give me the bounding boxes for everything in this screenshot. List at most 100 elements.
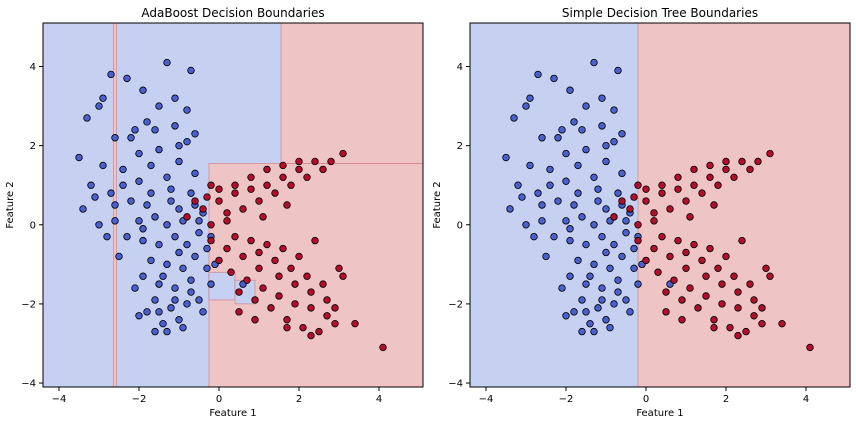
tree-point-class0-53 xyxy=(570,308,578,316)
adaboost-point-class1-9 xyxy=(199,205,207,213)
tree-point-class0-91 xyxy=(562,312,570,320)
tree-point-class1-0 xyxy=(706,173,714,182)
adaboost-point-class0-42 xyxy=(147,256,155,265)
adaboost-point-class1-57 xyxy=(291,280,299,288)
tree-panel: Simple Decision Tree Boundaries −4 −2 0 2 4−… xyxy=(432,6,851,419)
adaboost-region-1 xyxy=(208,163,424,388)
adaboost-point-class1-38 xyxy=(263,240,271,249)
adaboost-point-class1-50 xyxy=(251,296,259,304)
tree-point-class0-59 xyxy=(622,296,630,304)
tree-point-class0-24 xyxy=(554,134,562,142)
tree-point-class1-70 xyxy=(710,201,718,209)
adaboost-point-class0-83 xyxy=(171,296,179,304)
adaboost-point-class1-18 xyxy=(207,221,215,229)
tree-point-class0-63 xyxy=(634,280,642,288)
adaboost-point-class1-64 xyxy=(351,319,359,328)
adaboost-point-class1-58 xyxy=(307,288,315,296)
adaboost-point-class0-40 xyxy=(171,232,179,241)
tree-point-class1-50 xyxy=(678,296,686,304)
tree-point-class1-17 xyxy=(650,209,658,217)
tree-point-class0-25 xyxy=(574,161,582,170)
tree-point-class0-85 xyxy=(626,308,634,316)
tree-point-class1-69 xyxy=(686,213,694,221)
tree-point-class1-2 xyxy=(738,157,746,166)
adaboost-point-class0-24 xyxy=(127,134,135,142)
adaboost-point-class0-34 xyxy=(143,201,151,209)
tree-point-class1-23 xyxy=(722,157,730,166)
adaboost-xtick-label: 4 xyxy=(376,394,382,405)
tree-point-class1-12 xyxy=(714,181,722,189)
tree-point-class1-59 xyxy=(750,296,758,304)
tree-point-class1-1 xyxy=(722,165,730,174)
adaboost-point-class0-63 xyxy=(207,280,215,288)
tree-point-class0-60 xyxy=(622,228,630,237)
adaboost-point-class0-76 xyxy=(203,264,211,273)
adaboost-point-class1-54 xyxy=(315,327,323,336)
adaboost-point-class1-39 xyxy=(279,244,287,253)
adaboost-point-class0-75 xyxy=(195,217,203,225)
adaboost-point-class1-15 xyxy=(255,197,263,205)
adaboost-point-class1-37 xyxy=(247,236,255,245)
tree-point-class0-88 xyxy=(574,189,582,197)
tree-point-class0-3 xyxy=(534,70,542,79)
adaboost-point-class0-59 xyxy=(195,296,203,304)
tree-point-class1-18 xyxy=(634,221,642,229)
adaboost-point-class1-21 xyxy=(263,165,271,174)
adaboost-point-class0-1 xyxy=(95,102,103,110)
adaboost-point-class0-11 xyxy=(183,106,191,114)
adaboost-point-class0-29 xyxy=(91,193,99,201)
adaboost-point-class1-73 xyxy=(331,304,339,312)
tree-point-class1-66 xyxy=(682,264,690,273)
tree-point-class0-30 xyxy=(506,205,514,213)
tree-point-class1-24 xyxy=(642,185,650,193)
adaboost-point-class0-54 xyxy=(159,319,167,328)
tree-point-class1-55 xyxy=(758,319,766,328)
tree-point-class1-19 xyxy=(658,181,666,189)
adaboost-ytick-label: −2 xyxy=(21,299,36,310)
adaboost-point-class1-44 xyxy=(259,284,267,292)
tree-point-class0-69 xyxy=(542,252,550,261)
adaboost-point-class1-31 xyxy=(271,256,279,265)
tree-point-class1-5 xyxy=(690,181,698,189)
adaboost-point-class0-69 xyxy=(115,252,123,261)
tree-point-class1-49 xyxy=(662,288,670,296)
adaboost-point-class0-84 xyxy=(155,308,163,316)
adaboost-point-class0-14 xyxy=(191,130,199,138)
adaboost-point-class1-13 xyxy=(303,173,311,182)
tree-point-class0-40 xyxy=(598,232,606,241)
adaboost-point-class0-28 xyxy=(107,189,115,197)
adaboost-point-class1-1 xyxy=(295,165,303,174)
tree-point-class0-23 xyxy=(538,134,546,142)
adaboost-point-class1-29 xyxy=(239,252,247,261)
tree-point-class1-63 xyxy=(734,331,742,340)
tree-point-class1-13 xyxy=(730,173,738,182)
tree-point-class0-48 xyxy=(598,284,606,292)
tree-point-class1-68 xyxy=(630,193,638,201)
adaboost-point-class0-68 xyxy=(123,232,131,241)
adaboost-point-class0-0 xyxy=(99,94,107,102)
tree-point-class1-25 xyxy=(618,197,626,205)
adaboost-point-class0-49 xyxy=(187,276,195,284)
tree-point-class1-3 xyxy=(754,157,762,166)
tree-point-class1-73 xyxy=(758,304,766,312)
tree-point-class1-67 xyxy=(650,217,658,225)
adaboost-point-class0-90 xyxy=(103,232,111,241)
tree-point-class1-52 xyxy=(710,316,718,324)
adaboost-point-class0-65 xyxy=(175,205,183,213)
tree-point-class0-75 xyxy=(622,217,630,225)
tree-point-class0-83 xyxy=(598,296,606,304)
tree-point-class0-4 xyxy=(550,74,558,83)
tree-point-class1-60 xyxy=(766,272,774,280)
adaboost-point-class0-31 xyxy=(95,221,103,229)
tree-xlabel: Feature 1 xyxy=(636,408,683,419)
tree-point-class1-10 xyxy=(610,213,618,221)
tree-point-class1-56 xyxy=(702,272,710,280)
adaboost-point-class0-39 xyxy=(155,240,163,249)
adaboost-point-class1-10 xyxy=(183,213,191,221)
adaboost-point-class1-68 xyxy=(203,193,211,201)
tree-point-class0-49 xyxy=(614,276,622,284)
tree-point-class0-20 xyxy=(582,145,590,154)
tree-point-class0-41 xyxy=(610,240,618,249)
tree-point-class0-71 xyxy=(594,185,602,193)
adaboost-point-class1-52 xyxy=(283,316,291,324)
